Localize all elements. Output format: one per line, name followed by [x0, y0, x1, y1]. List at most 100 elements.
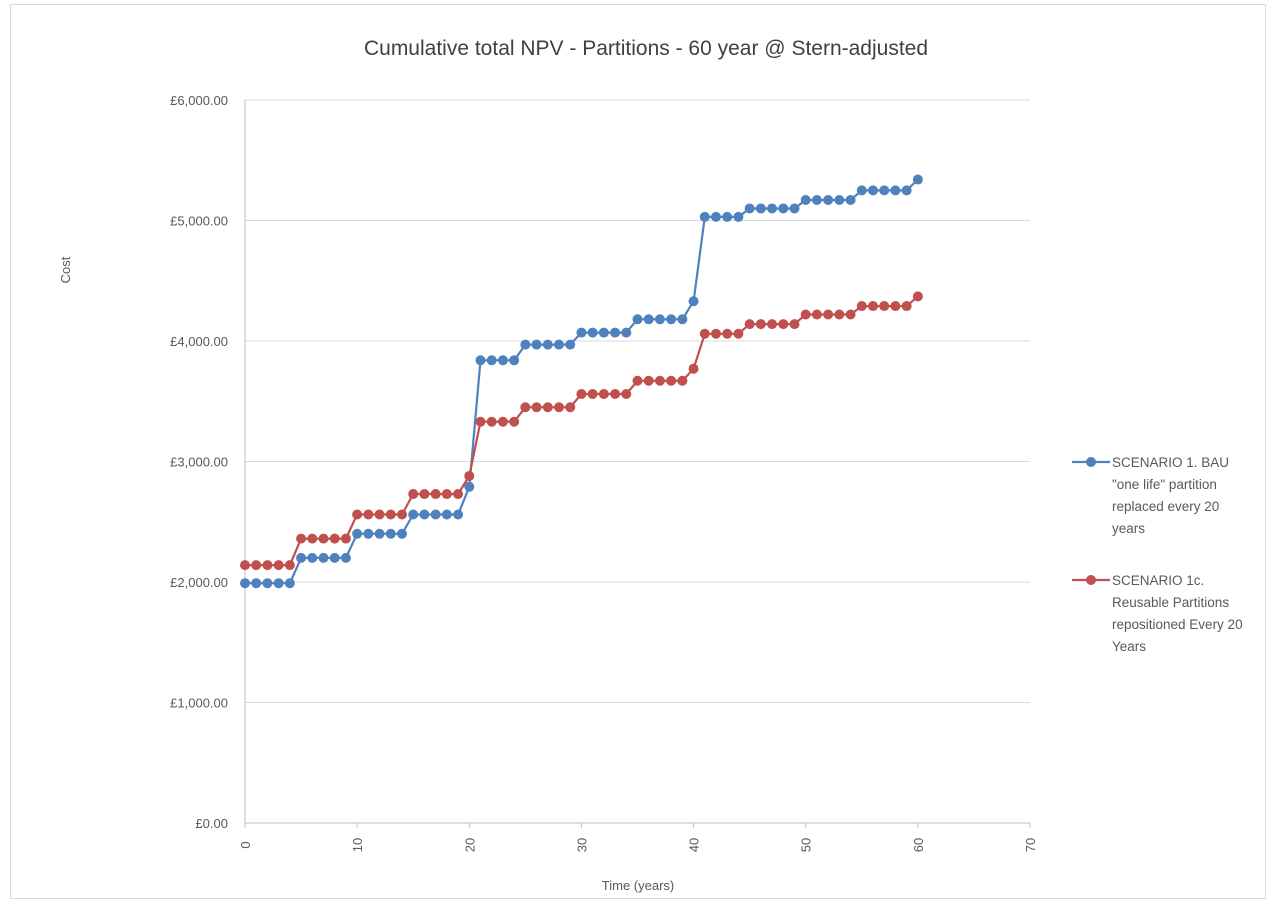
- series-2-point: [699, 328, 710, 339]
- series-1-point: [475, 355, 486, 366]
- legend-label: replaced every 20: [1112, 499, 1219, 514]
- series-2-point: [856, 301, 867, 312]
- series-1-point: [811, 195, 822, 206]
- series-1-point: [823, 195, 834, 206]
- grid-lines: [245, 99, 1030, 703]
- series-2-point: [610, 389, 621, 400]
- legend-label: Reusable Partitions: [1112, 595, 1229, 610]
- series-1-point: [318, 552, 329, 563]
- series-2-point: [733, 328, 744, 339]
- series-2-point: [621, 389, 632, 400]
- x-axis-label: Time (years): [602, 878, 674, 893]
- series-1-point: [778, 203, 789, 214]
- y-tick-label: £0.00: [195, 816, 228, 831]
- y-tick-label: £5,000.00: [170, 214, 228, 229]
- series-2-point: [666, 375, 677, 386]
- series-1-point: [408, 509, 419, 520]
- series-2-point: [296, 533, 307, 544]
- series-2: [240, 291, 923, 571]
- series-2-point: [464, 470, 475, 481]
- series-2-point: [408, 489, 419, 500]
- y-tick-labels: £0.00 £1,000.00 £2,000.00 £3,000.00 £4,000.0…: [170, 93, 228, 831]
- legend-label: "one life" partition: [1112, 477, 1217, 492]
- chart-title: Cumulative total NPV - Partitions - 60 y…: [364, 37, 928, 60]
- x-tick-label: 50: [799, 838, 814, 852]
- y-tick-label: £6,000.00: [170, 93, 228, 108]
- series-2-point: [318, 533, 329, 544]
- legend-swatch-marker: [1086, 575, 1096, 585]
- series-1-point: [879, 185, 890, 196]
- series-2-point: [901, 301, 912, 312]
- legend-label: repositioned Every 20: [1112, 617, 1243, 632]
- series-1-point: [800, 195, 811, 206]
- x-tick-label: 10: [350, 838, 365, 852]
- series-1-point: [374, 528, 385, 539]
- series-2-point: [251, 560, 262, 571]
- series-1: [240, 174, 923, 589]
- series-1-point: [733, 211, 744, 222]
- legend-label: years: [1112, 521, 1145, 536]
- x-tick-label: 70: [1023, 838, 1038, 852]
- series-1-point: [845, 195, 856, 206]
- series-2-point: [554, 402, 564, 413]
- series-1-point: [307, 552, 318, 563]
- series-1-point: [486, 355, 497, 366]
- series-1-point: [385, 528, 396, 539]
- axes: [244, 100, 1031, 828]
- series-2-point: [868, 301, 878, 312]
- legend-item-1: SCENARIO 1. BAU "one life" partition repla…: [1072, 455, 1229, 536]
- series-2-point: [430, 489, 441, 500]
- series-1-point: [554, 339, 564, 350]
- series-1-point: [363, 528, 374, 539]
- series-1-point: [273, 578, 284, 589]
- y-tick-label: £3,000.00: [170, 455, 228, 470]
- series-2-point: [811, 309, 822, 320]
- series-1-point: [722, 211, 733, 222]
- series-1-point: [834, 195, 845, 206]
- series-2-point: [654, 375, 665, 386]
- x-tick-label: 30: [574, 838, 589, 852]
- series-2-point: [497, 416, 508, 427]
- series-2-point: [441, 489, 452, 500]
- x-tick-label: 40: [687, 838, 702, 852]
- series-1-point: [397, 528, 407, 539]
- series-1-point: [868, 185, 878, 196]
- series-2-point: [374, 509, 385, 520]
- series-1-point: [744, 203, 755, 214]
- x-tick-label: 0: [238, 841, 253, 848]
- series-1-point: [542, 339, 553, 350]
- series-1-point: [284, 578, 295, 589]
- series-1-point: [262, 578, 273, 589]
- series-2-point: [363, 509, 374, 520]
- series-1-point: [632, 314, 643, 325]
- series-2-point: [240, 560, 250, 571]
- chart-frame: [10, 4, 1266, 899]
- series-2-point: [475, 416, 486, 427]
- series-1-point: [340, 552, 351, 563]
- legend-item-2: SCENARIO 1c. Reusable Partitions repositio…: [1072, 573, 1243, 654]
- series-1-point: [441, 509, 452, 520]
- series-2-point: [542, 402, 553, 413]
- series-2-point: [329, 533, 340, 544]
- series-2-point: [789, 319, 800, 330]
- series-2-point: [486, 416, 497, 427]
- series-1-point: [688, 296, 699, 307]
- series-1-point: [666, 314, 677, 325]
- series-2-point: [722, 328, 733, 339]
- series-2-point: [890, 301, 901, 312]
- series-2-point: [520, 402, 531, 413]
- series-2-point: [587, 389, 598, 400]
- series-1-point: [598, 327, 609, 338]
- series-2-point: [823, 309, 834, 320]
- series-2-point: [397, 509, 407, 520]
- series-1-point: [711, 211, 721, 222]
- series-2-point: [711, 328, 721, 339]
- series-2-point: [598, 389, 609, 400]
- series-2-point: [262, 560, 273, 571]
- series-1-point: [912, 174, 923, 185]
- series-2-point: [800, 309, 811, 320]
- series-1-point: [621, 327, 632, 338]
- series-layer: [240, 174, 923, 589]
- series-2-point: [340, 533, 351, 544]
